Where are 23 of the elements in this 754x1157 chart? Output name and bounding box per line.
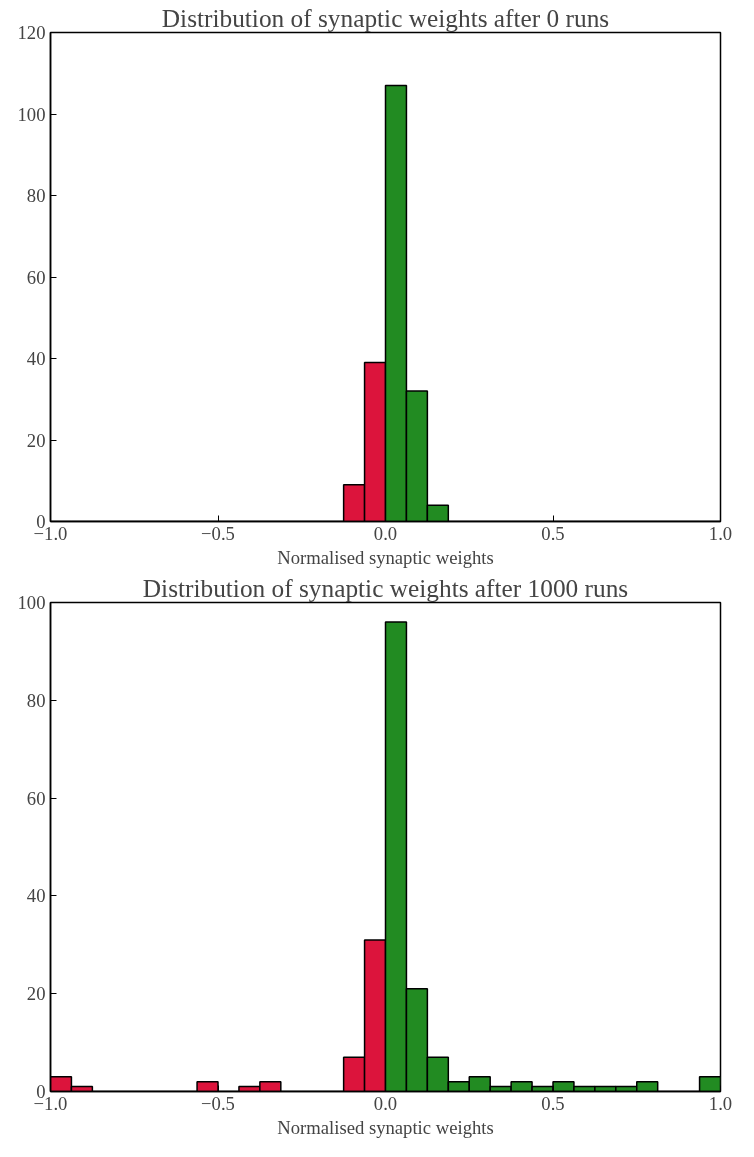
y-tick-label: 80: [26, 689, 46, 711]
x-tick-label: 0.5: [541, 522, 565, 544]
chart-title: Distribution of synaptic weights after 1000 runs: [142, 573, 629, 602]
x-tick-label: −0.5: [201, 522, 235, 544]
x-axis-title: Normalised synaptic weights: [277, 546, 494, 568]
x-tick-label: 0.0: [373, 1092, 398, 1114]
y-tick-label: 120: [17, 22, 46, 43]
x-tick-label: 0.0: [373, 522, 398, 544]
x-axis-title: Normalised synaptic weights: [277, 1116, 494, 1138]
y-tick-label: 100: [17, 103, 46, 125]
x-tick-label: −0.5: [201, 1092, 235, 1114]
chart-title: Distribution of synaptic weights after 0 runs: [161, 3, 610, 32]
y-tick-label: 60: [26, 266, 46, 288]
x-tick-label: 1.0: [708, 1092, 733, 1114]
x-tick-label: 0.5: [541, 1092, 565, 1114]
y-tick-label: 20: [26, 983, 46, 1005]
y-tick-label: 100: [17, 592, 46, 613]
y-tick-label: 40: [26, 885, 46, 907]
y-tick-label: 80: [26, 185, 46, 206]
y-tick-label: 40: [26, 348, 46, 369]
x-tick-label: 1.0: [708, 522, 733, 544]
y-tick-label: 20: [26, 429, 46, 451]
y-tick-label: 60: [26, 787, 46, 809]
